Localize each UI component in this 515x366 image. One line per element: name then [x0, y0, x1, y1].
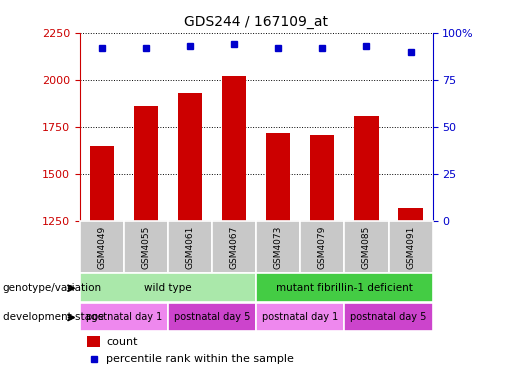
Bar: [87, 336, 100, 347]
Bar: [256, 303, 345, 331]
Bar: [222, 76, 246, 221]
Bar: [310, 135, 334, 221]
Text: postnatal day 1: postnatal day 1: [86, 312, 162, 322]
Bar: [168, 303, 256, 331]
Bar: [256, 221, 300, 273]
Bar: [134, 107, 158, 221]
Text: GSM4049: GSM4049: [97, 225, 107, 269]
Bar: [256, 273, 433, 302]
Text: GSM4073: GSM4073: [274, 225, 283, 269]
Text: GSM4061: GSM4061: [185, 225, 195, 269]
Bar: [90, 146, 114, 221]
Bar: [345, 221, 388, 273]
Title: GDS244 / 167109_at: GDS244 / 167109_at: [184, 15, 328, 29]
Bar: [300, 221, 345, 273]
Bar: [80, 221, 124, 273]
Text: mutant fibrillin-1 deficient: mutant fibrillin-1 deficient: [276, 283, 413, 293]
Text: GSM4091: GSM4091: [406, 225, 415, 269]
Text: postnatal day 5: postnatal day 5: [174, 312, 250, 322]
Bar: [80, 273, 256, 302]
Text: count: count: [106, 337, 138, 347]
Text: GSM4085: GSM4085: [362, 225, 371, 269]
Bar: [124, 221, 168, 273]
Bar: [354, 116, 379, 221]
Text: development stage: development stage: [3, 312, 104, 322]
Bar: [266, 133, 290, 221]
Text: wild type: wild type: [144, 283, 192, 293]
Text: GSM4079: GSM4079: [318, 225, 327, 269]
Text: GSM4067: GSM4067: [230, 225, 238, 269]
Bar: [178, 93, 202, 221]
Text: postnatal day 1: postnatal day 1: [262, 312, 338, 322]
Text: genotype/variation: genotype/variation: [3, 283, 101, 293]
Bar: [168, 221, 212, 273]
Text: postnatal day 5: postnatal day 5: [350, 312, 427, 322]
Bar: [80, 303, 168, 331]
Bar: [212, 221, 256, 273]
Text: GSM4055: GSM4055: [142, 225, 150, 269]
Bar: [388, 221, 433, 273]
Bar: [345, 303, 433, 331]
Text: percentile rank within the sample: percentile rank within the sample: [106, 354, 294, 364]
Bar: [399, 208, 423, 221]
